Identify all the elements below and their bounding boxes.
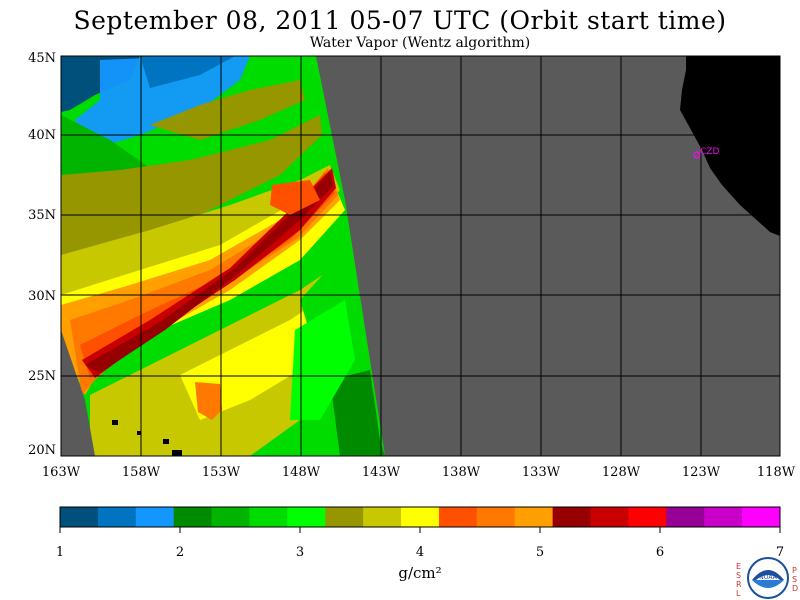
vapor-band-red [82,168,336,378]
lat-label-45n: 45N [28,51,56,66]
colorbar-swatch [135,507,175,527]
colorbar-swatch [628,507,667,527]
vapor-region-blue [75,56,250,150]
vapor-band-dark-red [85,172,333,373]
colorbar-swatch [514,507,554,527]
vapor-region-south-orange [195,382,222,420]
colorbar-swatch [401,507,440,527]
vapor-region-yellow-olive [61,165,340,305]
colorbar-swatch [666,507,705,527]
colorbar-swatch [363,507,402,527]
lat-label-35n: 35N [28,208,56,223]
colorbar-tick-7: 7 [775,545,785,560]
colorbar-swatch [60,507,99,527]
colorbar-tick-3: 3 [295,545,305,560]
colorbar-swatch [249,507,288,527]
colorbar-tick-6: 6 [655,545,665,560]
colorbar-swatch [476,507,516,527]
lon-label-128w: 128W [601,465,641,480]
svg-text:NOAA: NOAA [759,574,777,581]
colorbar-swatch [211,507,250,527]
lat-label-20n: 20N [28,443,56,458]
vapor-region-mid-blue [140,56,235,88]
lat-label-40n: 40N [28,128,56,143]
colorbar-swatch [97,507,137,527]
lon-label-163w: 163W [41,465,81,480]
colorbar-swatch [552,507,592,527]
vapor-region-se-bright-green [290,300,355,420]
colorbar-tick-2: 2 [175,545,185,560]
station-marker-icon [693,151,701,159]
lat-label-25n: 25N [28,369,56,384]
lat-lon-grid [61,56,780,456]
colorbar-swatch [590,507,629,527]
page-subtitle: Water Vapor (Wentz algorithm) [309,35,531,51]
lon-label-133w: 133W [521,465,561,480]
hawaii-island-1 [112,420,118,425]
lon-label-138w: 138W [441,465,481,480]
vapor-region-olive [61,115,322,265]
lat-label-30n: 30N [28,289,56,304]
map-frame [60,55,781,457]
lon-label-143w: 143W [361,465,401,480]
lon-label-153w: 153W [201,465,241,480]
lon-label-123w: 123W [681,465,721,480]
noaa-emblem-icon: NOAA [747,557,789,599]
north-america-land [680,56,780,236]
lon-label-148w: 148W [281,465,321,480]
vapor-spot-orange [270,180,320,215]
hawaii-island-3 [163,439,169,444]
colorbar-tick-4: 4 [415,545,425,560]
vapor-region-east-darkgreen [330,370,385,456]
colorbar-swatch [173,507,213,527]
colorbar-swatch [325,507,364,527]
hawaii-island-4 [172,450,182,456]
station-label: CZD [700,147,720,157]
colorbar-swatch [287,507,326,527]
colorbar [59,506,781,533]
colorbar-swatch [742,507,781,527]
colorbar-tick-5: 5 [535,545,545,560]
colorbar-tick-1: 1 [55,545,65,560]
lon-label-158w: 158W [121,465,161,480]
vapor-region-olive-2 [150,80,305,140]
lon-label-118w: 118W [756,465,796,480]
colorbar-unit: g/cm² [398,564,442,582]
page-title: September 08, 2011 05-07 UTC (Orbit star… [73,6,727,35]
hawaii-island-2 [137,431,141,435]
no-data-corner [61,330,95,456]
colorbar-swatch [438,507,478,527]
colorbar-swatch [704,507,743,527]
